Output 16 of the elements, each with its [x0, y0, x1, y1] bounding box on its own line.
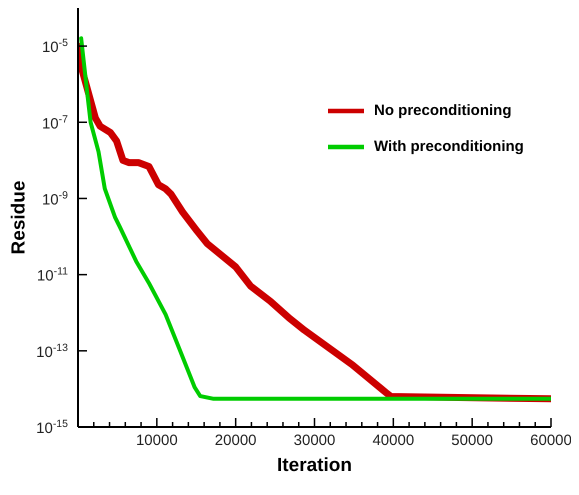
y-tick-label: 10$^{-13}$: [36, 342, 68, 361]
y-tick-label: 10$^{-5}$: [42, 37, 68, 56]
x-axis-title: Iteration: [277, 455, 352, 476]
y-tick-label: 10$^{-7}$: [42, 113, 68, 132]
legend-label: With preconditioning: [374, 138, 524, 155]
y-axis-title: Residue: [8, 180, 30, 254]
y-tick-label: 10$^{-11}$: [36, 266, 68, 285]
x-tick-label: 50000: [451, 432, 494, 449]
y-tick-label: 10$^{-15}$: [36, 418, 68, 437]
x-tick-label: 10000: [136, 432, 178, 449]
x-tick-label: 60000: [530, 432, 572, 449]
y-tick-label: 10$^{-9}$: [42, 189, 68, 208]
legend-label: No preconditioning: [374, 102, 512, 119]
x-tick-label: 20000: [214, 432, 257, 449]
x-tick-label: 40000: [372, 432, 414, 449]
x-tick-label: 30000: [294, 432, 336, 449]
